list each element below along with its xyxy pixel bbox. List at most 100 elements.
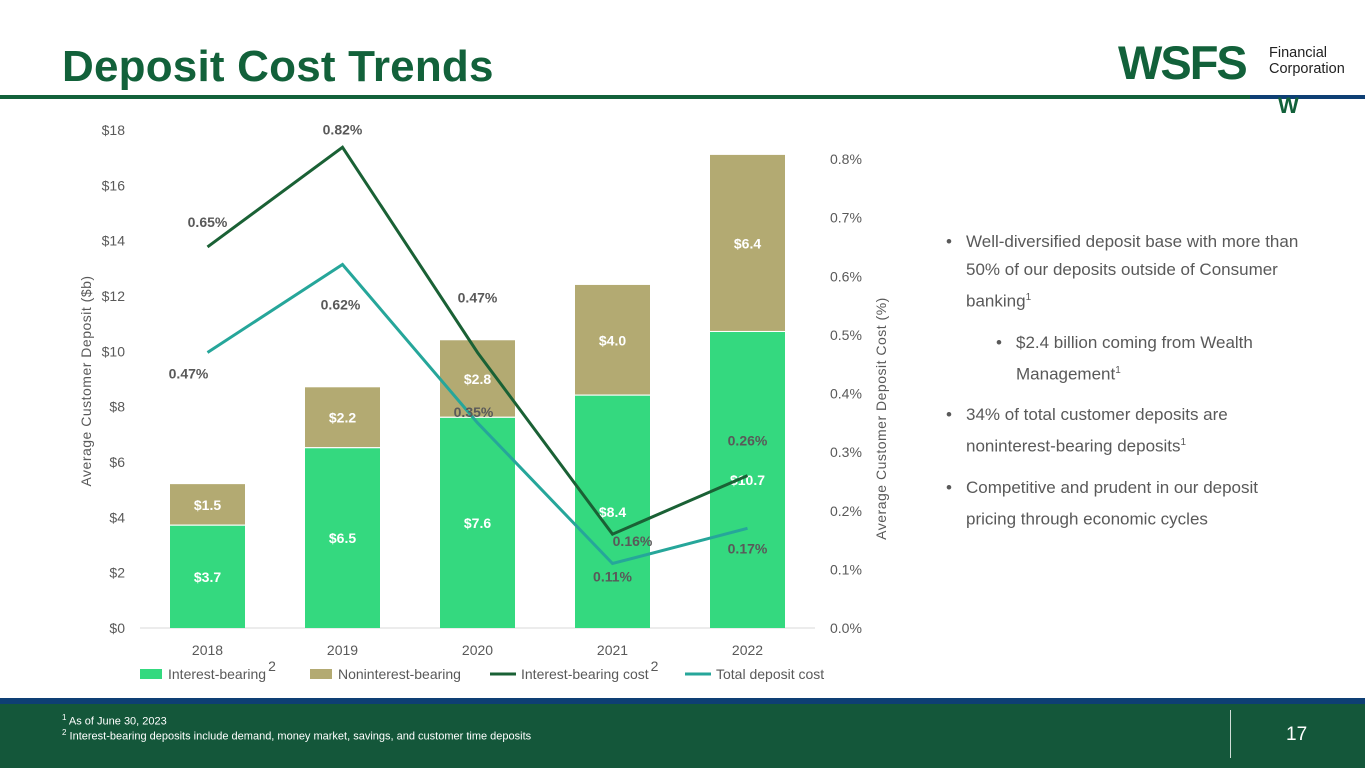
y2-tick-label: 0.5% bbox=[830, 327, 862, 343]
footnote-1: 1 As of June 30, 2023 bbox=[62, 713, 167, 728]
footnote-num: 2 bbox=[62, 728, 67, 737]
line-interest-bearing-cost-label: 0.65% bbox=[188, 214, 228, 230]
line-total-deposit-cost-label: 0.17% bbox=[728, 540, 768, 556]
line-total-deposit-cost-label: 0.62% bbox=[321, 297, 361, 313]
bar-label-noninterest-bearing: $2.8 bbox=[464, 371, 491, 387]
logo-subtitle: Financial Corporation bbox=[1269, 45, 1345, 77]
logo-wordmark: WSFS bbox=[1118, 36, 1248, 89]
footnote-2: 2 Interest-bearing deposits include dema… bbox=[62, 728, 531, 743]
line-total-deposit-cost-label: 0.35% bbox=[454, 404, 494, 420]
bullet-item: 34% of total customer deposits are nonin… bbox=[946, 401, 1306, 461]
bullet-subitem: $2.4 billion coming from Wealth Manageme… bbox=[996, 329, 1306, 389]
wsfs-logo: WSFS Financial Corporation W bbox=[1118, 36, 1353, 119]
legend-noninterest-bearing-label: Noninterest-bearing bbox=[338, 666, 461, 682]
bullet-list: Well-diversified deposit base with more … bbox=[946, 228, 1306, 547]
y2-tick-label: 0.1% bbox=[830, 561, 862, 577]
bullet-text: Well-diversified deposit base with more … bbox=[966, 232, 1299, 311]
y-tick-label: $18 bbox=[102, 122, 126, 138]
footnote-text: As of June 30, 2023 bbox=[68, 715, 167, 728]
deposit-cost-chart: $0 $2 $4 $6 $8 $10 $12 $14 $16 $18 0.0% 0.1% 0.2% 0.3… bbox=[78, 121, 889, 682]
x-tick-label: 2021 bbox=[597, 642, 628, 658]
bar-noninterest-bearing bbox=[170, 484, 245, 525]
line-interest-bearing-cost bbox=[206, 145, 749, 537]
bar-noninterest-bearing bbox=[305, 387, 380, 448]
y2-tick-label: 0.2% bbox=[830, 503, 862, 519]
y-tick-label: $16 bbox=[102, 177, 126, 193]
bar-interest-bearing bbox=[575, 395, 650, 628]
y2-axis-title: Average Customer Deposit Cost (%) bbox=[873, 297, 889, 540]
line-total-deposit-cost bbox=[206, 262, 748, 566]
line-interest-bearing-cost-label: 0.47% bbox=[458, 289, 498, 305]
bullet-footnote-ref: 1 bbox=[1180, 437, 1187, 449]
bullet-text: 34% of total customer deposits are nonin… bbox=[966, 405, 1228, 456]
logo-mark: W bbox=[1278, 93, 1299, 118]
bullet-item: Competitive and prudent in our deposit p… bbox=[946, 474, 1306, 534]
bullet-footnote-ref: 1 bbox=[1025, 292, 1032, 303]
line-total-deposit-cost-label: 0.47% bbox=[169, 365, 209, 381]
footnote-num: 1 bbox=[62, 713, 67, 722]
logo-subtitle-line1: Financial bbox=[1269, 45, 1328, 61]
bar-segment-divider bbox=[710, 330, 785, 332]
y-tick-label: $10 bbox=[102, 343, 126, 359]
line-interest-bearing-cost-label: 0.26% bbox=[728, 433, 768, 449]
bar-label-interest-bearing: $3.7 bbox=[194, 569, 221, 585]
bullet-text: Competitive and prudent in our deposit p… bbox=[966, 477, 1259, 529]
y-tick-label: $8 bbox=[109, 399, 125, 415]
title-rule-accent bbox=[1250, 95, 1365, 99]
x-tick-label: 2022 bbox=[732, 642, 763, 658]
y-tick-label: $14 bbox=[102, 233, 126, 249]
bullet-text: $2.4 billion coming from Wealth Manageme… bbox=[1016, 332, 1253, 384]
legend-noninterest-bearing-swatch bbox=[310, 669, 332, 679]
bar-noninterest-bearing bbox=[575, 284, 650, 395]
logo-subtitle-line2: Corporation bbox=[1269, 61, 1345, 77]
x-tick-label: 2018 bbox=[192, 642, 223, 658]
bar-label-noninterest-bearing: $1.5 bbox=[194, 497, 221, 513]
line-interest-bearing-cost-label: 0.82% bbox=[323, 121, 363, 137]
bullet-footnote-ref: 1 bbox=[1115, 364, 1121, 376]
footer: 1 As of June 30, 2023 2 Interest-bearing… bbox=[0, 704, 1365, 768]
bar-interest-bearing bbox=[305, 448, 380, 628]
y-axis-title: Average Customer Deposit ($b) bbox=[78, 275, 94, 486]
y2-tick-label: 0.8% bbox=[830, 151, 862, 167]
page-number: 17 bbox=[1286, 724, 1308, 745]
bar-interest-bearing bbox=[710, 331, 785, 628]
bar-label-interest-bearing: $8.4 bbox=[599, 504, 626, 520]
bar-segment-divider bbox=[305, 447, 380, 449]
line-total-deposit-cost-label: 0.11% bbox=[593, 569, 632, 585]
bar-label-noninterest-bearing: $4.0 bbox=[599, 332, 626, 348]
legend-interest-bearing-footnote-ref: 2 bbox=[268, 658, 276, 674]
y2-tick-label: 0.0% bbox=[830, 620, 862, 636]
bar-label-interest-bearing: $7.6 bbox=[464, 515, 491, 531]
bar-label-interest-bearing: $10.7 bbox=[730, 472, 765, 488]
legend-total-deposit-cost-label: Total deposit cost bbox=[716, 666, 824, 682]
title-rule bbox=[0, 95, 1365, 99]
bar-segment-divider bbox=[170, 524, 245, 526]
bar-label-interest-bearing: $6.5 bbox=[329, 530, 356, 546]
bar-interest-bearing bbox=[170, 525, 245, 628]
bar-segment-divider bbox=[575, 394, 650, 396]
footer-divider bbox=[1230, 710, 1231, 758]
y2-tick-label: 0.3% bbox=[830, 444, 862, 460]
bar-noninterest-bearing bbox=[710, 154, 785, 331]
y-tick-label: $6 bbox=[109, 454, 125, 470]
bar-interest-bearing bbox=[440, 417, 515, 628]
line-interest-bearing-cost-label: 0.16% bbox=[613, 533, 653, 549]
y-tick-label: $2 bbox=[109, 565, 125, 581]
bar-label-noninterest-bearing: $6.4 bbox=[734, 235, 761, 251]
legend-interest-bearing-swatch bbox=[140, 669, 162, 679]
y-tick-label: $4 bbox=[109, 509, 125, 525]
x-tick-label: 2020 bbox=[462, 642, 493, 658]
y-tick-label: $12 bbox=[102, 288, 126, 304]
footer-accent bbox=[0, 698, 1365, 704]
bar-segment-divider bbox=[440, 416, 515, 418]
footnote-text: Interest-bearing deposits include demand… bbox=[69, 730, 532, 743]
y2-tick-label: 0.4% bbox=[830, 386, 862, 402]
legend-interest-bearing-cost-footnote-ref: 2 bbox=[651, 658, 659, 674]
y2-tick-label: 0.7% bbox=[830, 210, 862, 226]
y-tick-label: $0 bbox=[109, 620, 125, 636]
y2-tick-label: 0.6% bbox=[830, 268, 862, 284]
x-tick-label: 2019 bbox=[327, 642, 358, 658]
legend-interest-bearing-label: Interest-bearing bbox=[168, 666, 266, 682]
legend-interest-bearing-cost-label: Interest-bearing cost bbox=[521, 666, 649, 682]
bar-label-noninterest-bearing: $2.2 bbox=[329, 410, 356, 426]
